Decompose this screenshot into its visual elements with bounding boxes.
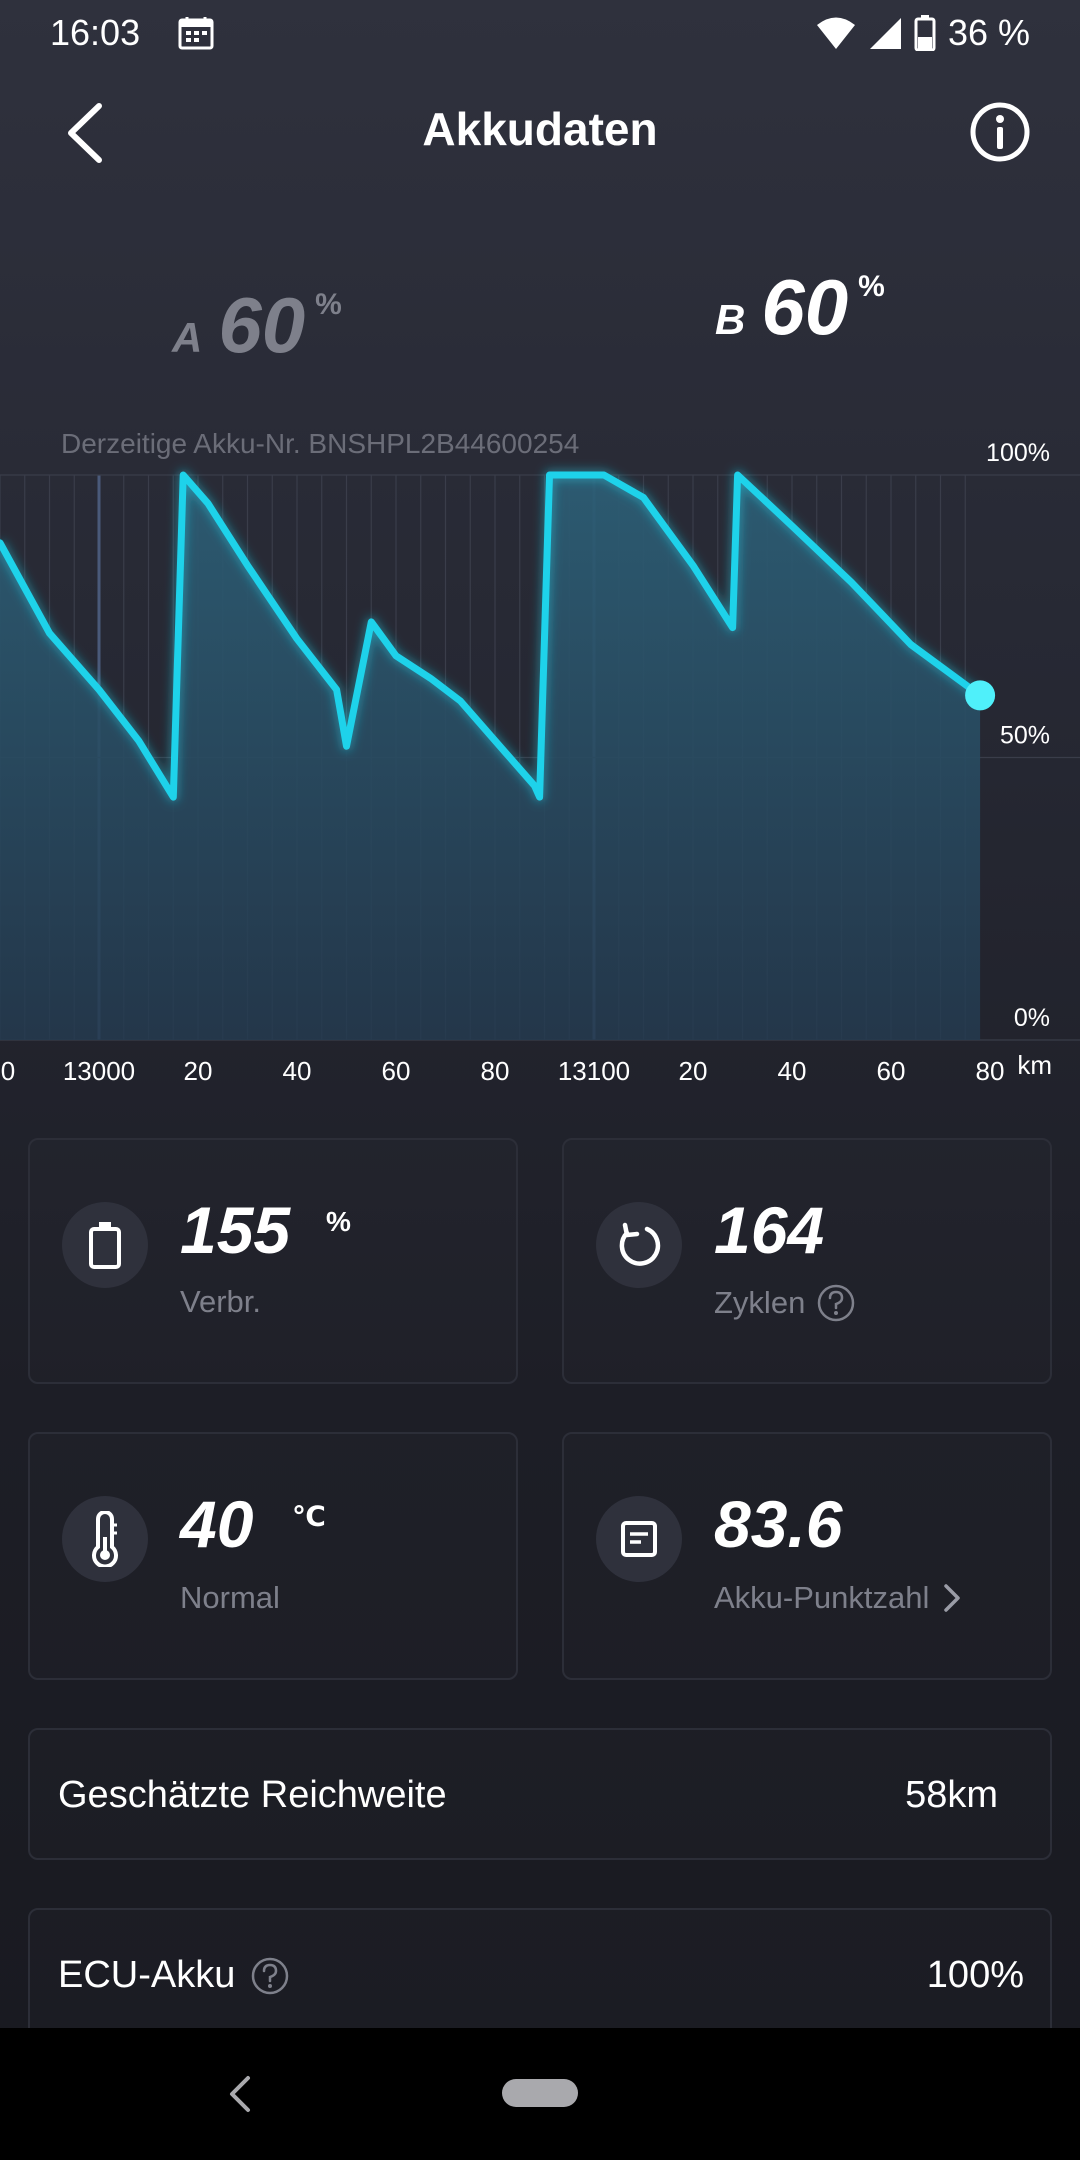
wifi-icon [816,17,855,49]
chart-y-axis: 100% 50% 0% [986,439,1050,1032]
cycles-icon-circle [596,1202,682,1288]
temperature-card: 40 ℃ Normal [28,1432,518,1680]
thermometer-icon [92,1511,118,1567]
chart-series-line [0,471,984,801]
cycles-card: 164 Zyklen [562,1138,1052,1384]
temperature-label-text: Normal [180,1580,280,1615]
temperature-unit: ℃ [292,1501,326,1532]
chart-current-point[interactable] [965,680,996,711]
consumption-value: 155 [180,1193,291,1267]
cycles-label-text: Zyklen [714,1285,806,1320]
chart-x-tick-label: 13100 [558,1056,630,1086]
refresh-icon [619,1222,661,1266]
cycles-value: 164 [714,1193,825,1267]
chevron-right-icon [944,1584,961,1612]
status-time: 16:03 [50,12,141,53]
nav-back-icon[interactable] [222,2072,258,2116]
ecu-battery-value: 100% [926,1954,1024,1996]
calendar-icon [178,17,214,50]
chart-x-tick-label: 60 [382,1056,411,1086]
chevron-left-icon [68,103,102,163]
chart-x-tick-label: 0 [1,1056,15,1086]
cycles-label[interactable]: Zyklen [714,1284,855,1322]
battery-icon [89,1222,121,1269]
help-icon[interactable] [817,1284,855,1322]
estimated-range-label-text: Geschätzte Reichweite [58,1774,447,1816]
battery-a-unit: % [315,288,342,321]
estimated-range-row: Geschätzte Reichweite 58km [28,1728,1052,1860]
consumption-label: Verbr. [180,1284,261,1320]
help-icon[interactable] [251,1957,289,1995]
battery-level-chart[interactable]: 100% 50% 0% 0 13000 20 40 60 80 13100 20 40 60 80 km [0,430,1080,1090]
status-right-group: 36 % [816,12,1030,54]
info-icon [970,102,1030,162]
temperature-label: Normal [180,1580,280,1616]
header-bar: Akkudaten [0,80,1080,180]
status-battery-text: 36 % [947,12,1030,53]
chart-x-tick-label: 80 [481,1056,510,1086]
nav-home-pill[interactable] [502,2079,578,2107]
chart-x-tick-label: 40 [778,1056,807,1086]
consumption-card: 155 % Verbr. [28,1138,518,1384]
system-navigation-bar [0,2028,1080,2160]
battery-a-value: 60 [218,281,306,369]
battery-serial-number: Derzeitige Akku-Nr. BNSHPL2B44600254 [61,428,580,459]
info-button[interactable] [968,100,1032,164]
status-bar: 16:03 36 % [0,0,1080,70]
consumption-icon-circle [62,1202,148,1288]
cell-signal-icon [869,18,901,49]
chart-x-axis: 0 13000 20 40 60 80 13100 20 40 60 80 km [1,1050,1052,1086]
chart-x-tick-label: 80 [976,1056,1005,1086]
document-icon [621,1521,657,1557]
chart-x-tick-label: 20 [679,1056,708,1086]
chart-line-layer [0,470,996,803]
chart-x-axis-unit: km [1017,1050,1052,1080]
battery-a-display[interactable]: A 60 % [172,280,342,371]
chart-y-tick-label: 50% [1000,722,1050,750]
ecu-battery-label[interactable]: ECU-Akku [58,1954,289,1997]
consumption-unit: % [326,1206,351,1237]
score-label[interactable]: Akku-Punktzahl [714,1580,963,1616]
battery-icon [914,15,936,51]
ecu-battery-row: ECU-Akku 100% [28,1908,1052,2048]
ecu-battery-label-text: ECU-Akku [58,1954,236,1996]
chart-x-tick-label: 60 [877,1056,906,1086]
score-value: 83.6 [714,1487,843,1561]
chart-y-tick-label: 0% [1014,1004,1050,1032]
chart-x-tick-label: 40 [283,1056,312,1086]
battery-b-value: 60 [761,263,849,351]
back-button[interactable] [50,98,120,168]
consumption-label-text: Verbr. [180,1284,261,1319]
battery-b-display[interactable]: B 60 % [715,262,885,353]
battery-b-unit: % [858,270,885,303]
temperature-icon-circle [62,1496,148,1582]
chart-y-tick-label: 100% [986,439,1050,467]
battery-b-letter: B [715,296,746,343]
battery-score-card[interactable]: 83.6 Akku-Punktzahl [562,1432,1052,1680]
score-icon-circle [596,1496,682,1582]
chart-x-tick-label: 13000 [63,1056,135,1086]
chart-x-tick-label: 20 [184,1056,213,1086]
score-label-text: Akku-Punktzahl [714,1580,930,1615]
page-title: Akkudaten [422,103,658,155]
battery-a-letter: A [172,314,203,361]
temperature-value: 40 [180,1487,254,1561]
estimated-range-value: 58km [905,1774,998,1816]
estimated-range-label: Geschätzte Reichweite [58,1774,447,1817]
